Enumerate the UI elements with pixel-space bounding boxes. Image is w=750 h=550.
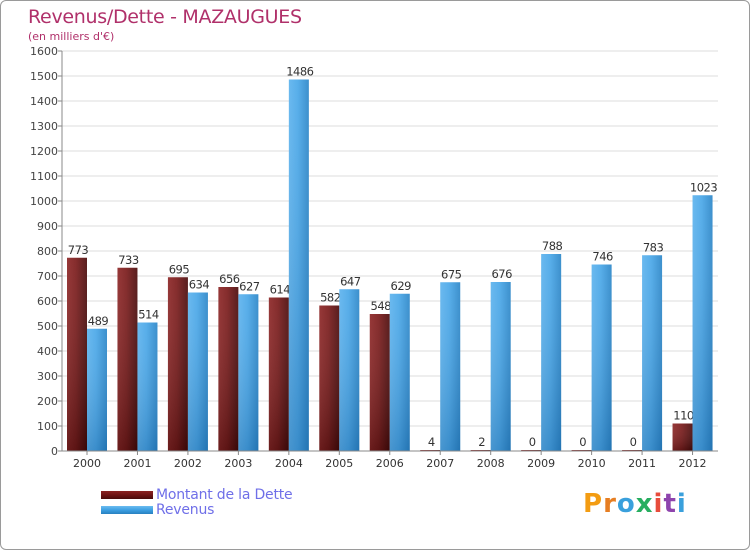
bar-revenus-shade: [339, 289, 360, 451]
logo-letter: o: [616, 489, 636, 519]
data-label: 0: [579, 435, 586, 449]
proxiti-logo: Proxiti: [583, 489, 687, 519]
data-label: 783: [643, 240, 664, 254]
y-tick-label: 200: [37, 395, 58, 408]
legend-label-revenus: Revenus: [156, 501, 215, 518]
y-tick-label: 300: [37, 370, 58, 383]
y-tick-label: 500: [37, 320, 58, 333]
x-tick-label: 2006: [376, 457, 404, 470]
data-label: 634: [189, 278, 210, 292]
legend-swatch-revenus: [101, 505, 153, 514]
data-label: 514: [138, 308, 159, 322]
y-tick-label: 0: [51, 445, 58, 458]
bar-revenus-shade: [389, 293, 410, 451]
y-tick-label: 1400: [30, 95, 58, 108]
data-label: 2: [478, 435, 485, 449]
data-label: 4: [428, 435, 435, 449]
bar-revenus-shade: [137, 322, 158, 451]
data-label: 548: [371, 299, 392, 313]
bar-revenus-shade: [692, 195, 713, 451]
logo-letter: t: [663, 489, 677, 519]
bar-revenus-shade: [187, 292, 208, 451]
data-label: 0: [529, 435, 536, 449]
x-tick-label: 2009: [527, 457, 555, 470]
data-label: 647: [340, 274, 361, 288]
y-tick-label: 700: [37, 270, 58, 283]
x-tick-label: 2012: [679, 457, 707, 470]
data-label: 773: [68, 243, 89, 257]
x-tick-label: 2011: [628, 457, 656, 470]
bar-revenus-shade: [490, 282, 511, 451]
data-label: 676: [491, 267, 512, 281]
x-tick-label: 2000: [73, 457, 101, 470]
bar-dette-shade: [369, 314, 390, 451]
y-tick-label: 1300: [30, 120, 58, 133]
bar-dette-shade: [319, 305, 340, 451]
bar-dette-shade: [167, 277, 188, 451]
y-tick-label: 900: [37, 220, 58, 233]
x-tick-label: 2010: [578, 457, 606, 470]
x-tick-label: 2003: [224, 457, 252, 470]
x-tick-label: 2001: [123, 457, 151, 470]
bar-dette-shade: [67, 257, 87, 451]
data-label: 1486: [286, 65, 313, 79]
logo-letter: P: [583, 489, 604, 519]
data-label: 110: [673, 409, 694, 423]
bar-revenus-shade: [541, 254, 562, 451]
y-tick-label: 600: [37, 295, 58, 308]
bar-dette-shade: [268, 297, 289, 451]
x-tick-label: 2004: [275, 457, 303, 470]
data-label: 675: [441, 267, 462, 281]
data-label: 733: [118, 253, 139, 267]
bar-dette-shade: [218, 287, 239, 451]
logo-letter: i: [653, 489, 664, 519]
data-label: 695: [169, 262, 190, 276]
logo-letter: i: [676, 489, 687, 519]
bar-dette-shade: [117, 267, 138, 451]
y-tick-label: 800: [37, 245, 58, 258]
bar-revenus-shade: [642, 255, 663, 451]
data-label: 629: [391, 279, 412, 293]
x-tick-label: 2005: [325, 457, 353, 470]
chart-title: Revenus/Dette - MAZAUGUES: [28, 6, 302, 28]
data-label: 746: [592, 250, 613, 264]
data-label: 614: [270, 283, 291, 297]
bar-revenus-shade: [87, 328, 107, 451]
data-label: 582: [320, 291, 341, 305]
bar-revenus-shade: [238, 294, 259, 451]
y-tick-label: 1500: [30, 70, 58, 83]
data-label: 656: [219, 272, 240, 286]
x-tick-label: 2007: [426, 457, 454, 470]
bar-dette-shade: [672, 423, 693, 451]
data-label: 627: [239, 279, 260, 293]
data-label: 788: [542, 239, 563, 253]
logo-letter: r: [603, 489, 617, 519]
legend-swatch-dette: [101, 490, 153, 499]
y-tick-label: 1600: [30, 45, 58, 58]
y-tick-label: 1100: [30, 170, 58, 183]
logo-letter: x: [635, 489, 654, 519]
y-tick-label: 1200: [30, 145, 58, 158]
y-tick-label: 400: [37, 345, 58, 358]
bar-revenus-shade: [591, 264, 612, 451]
chart-subtitle: (en milliers d'€): [28, 30, 115, 43]
data-label: 1023: [690, 180, 717, 194]
legend-label-dette: Montant de la Dette: [156, 486, 293, 503]
x-tick-label: 2008: [477, 457, 505, 470]
y-tick-label: 1000: [30, 195, 58, 208]
data-label: 489: [88, 314, 109, 328]
legend-item-revenus: Revenus: [101, 501, 292, 518]
chart-legend: Montant de la Dette Revenus: [101, 486, 293, 518]
bar-revenus-shade: [440, 282, 461, 451]
legend-item-dette: Montant de la Dette: [101, 486, 293, 503]
y-tick-label: 100: [37, 420, 58, 433]
x-tick-label: 2002: [174, 457, 202, 470]
bar-revenus-shade: [288, 79, 309, 451]
data-label: 0: [630, 435, 637, 449]
